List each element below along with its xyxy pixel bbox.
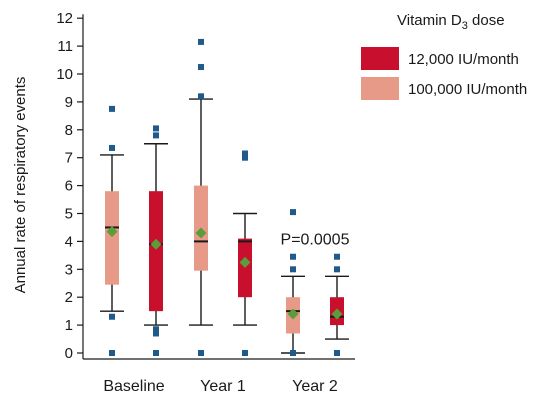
mean-marker xyxy=(195,227,207,239)
y-tick-label-10: 10 xyxy=(56,66,73,83)
outlier-point-3 xyxy=(290,209,296,216)
box-12000-year-1 xyxy=(233,150,257,356)
y-tick-label-2: 2 xyxy=(65,289,73,306)
iqr-box xyxy=(149,191,163,312)
outlier-point-0 xyxy=(290,350,296,356)
mean-marker xyxy=(106,226,118,238)
outlier-point-2 xyxy=(290,253,296,260)
y-tick-label-6: 6 xyxy=(65,178,73,195)
outlier-point-2 xyxy=(109,144,115,151)
x-category-label-year-2: Year 2 xyxy=(292,378,338,395)
y-tick-label-1: 1 xyxy=(65,317,73,334)
y-tick-label-3: 3 xyxy=(65,261,73,278)
legend-swatch-12000 xyxy=(361,47,399,70)
x-category-label-baseline: Baseline xyxy=(103,378,164,395)
mean-marker xyxy=(287,308,299,320)
box-12000-year-2 xyxy=(325,253,349,356)
outlier-point-0 xyxy=(198,350,204,356)
legend-title-main: Vitamin D xyxy=(397,12,462,29)
y-tick-label-0: 0 xyxy=(65,345,73,362)
outlier-point-1 xyxy=(109,313,115,320)
x-category-label-year-1: Year 1 xyxy=(200,378,246,395)
y-axis-title: Annual rate of respiratory events xyxy=(12,77,29,294)
box-100000-year-2 xyxy=(281,209,305,356)
x-axis: Baseline Year 1 Year 2 xyxy=(83,358,355,395)
outlier-point-2 xyxy=(153,326,159,333)
outlier-point-3 xyxy=(198,38,204,45)
box-12000-baseline xyxy=(144,125,168,356)
y-tick-label-12: 12 xyxy=(56,10,73,27)
outlier-point-1 xyxy=(334,266,340,273)
outlier-point-3 xyxy=(153,132,159,139)
legend-title-subscript: 3 xyxy=(462,20,468,32)
box-100000-baseline xyxy=(100,105,124,356)
y-tick-label-4: 4 xyxy=(65,233,73,250)
legend-title: Vitamin D3 dose xyxy=(397,12,505,32)
mean-marker xyxy=(150,238,162,250)
outlier-point-4 xyxy=(153,125,159,132)
iqr-box xyxy=(105,191,119,285)
legend-swatch-100000 xyxy=(361,77,399,100)
outlier-point-1 xyxy=(242,154,248,161)
mean-marker xyxy=(331,308,343,320)
plot-area xyxy=(100,38,349,356)
outlier-point-0 xyxy=(153,350,159,356)
outlier-point-0 xyxy=(109,350,115,356)
p-value-annotation: P=0.0005 xyxy=(281,232,350,249)
outlier-point-0 xyxy=(242,350,248,356)
box-100000-year-1 xyxy=(189,38,213,356)
legend: Vitamin D3 dose 12,000 IU/month 100,000 … xyxy=(361,12,527,100)
outlier-point-1 xyxy=(153,330,159,337)
iqr-box xyxy=(238,238,252,298)
outlier-point-1 xyxy=(198,93,204,100)
y-tick-label-11: 11 xyxy=(57,38,73,55)
legend-label-12000: 12,000 IU/month xyxy=(408,51,519,68)
legend-label-100000: 100,000 IU/month xyxy=(408,81,527,98)
outlier-point-2 xyxy=(334,253,340,260)
y-tick-label-9: 9 xyxy=(65,94,73,111)
outlier-point-2 xyxy=(242,150,248,157)
y-tick-label-5: 5 xyxy=(65,206,73,223)
outlier-point-0 xyxy=(334,350,340,356)
outlier-point-3 xyxy=(109,105,115,112)
outlier-point-1 xyxy=(290,266,296,273)
y-tick-label-8: 8 xyxy=(65,122,73,139)
mean-marker xyxy=(239,256,251,268)
legend-title-end: dose xyxy=(468,12,505,29)
y-tick-label-7: 7 xyxy=(65,150,73,167)
outlier-point-2 xyxy=(198,64,204,71)
